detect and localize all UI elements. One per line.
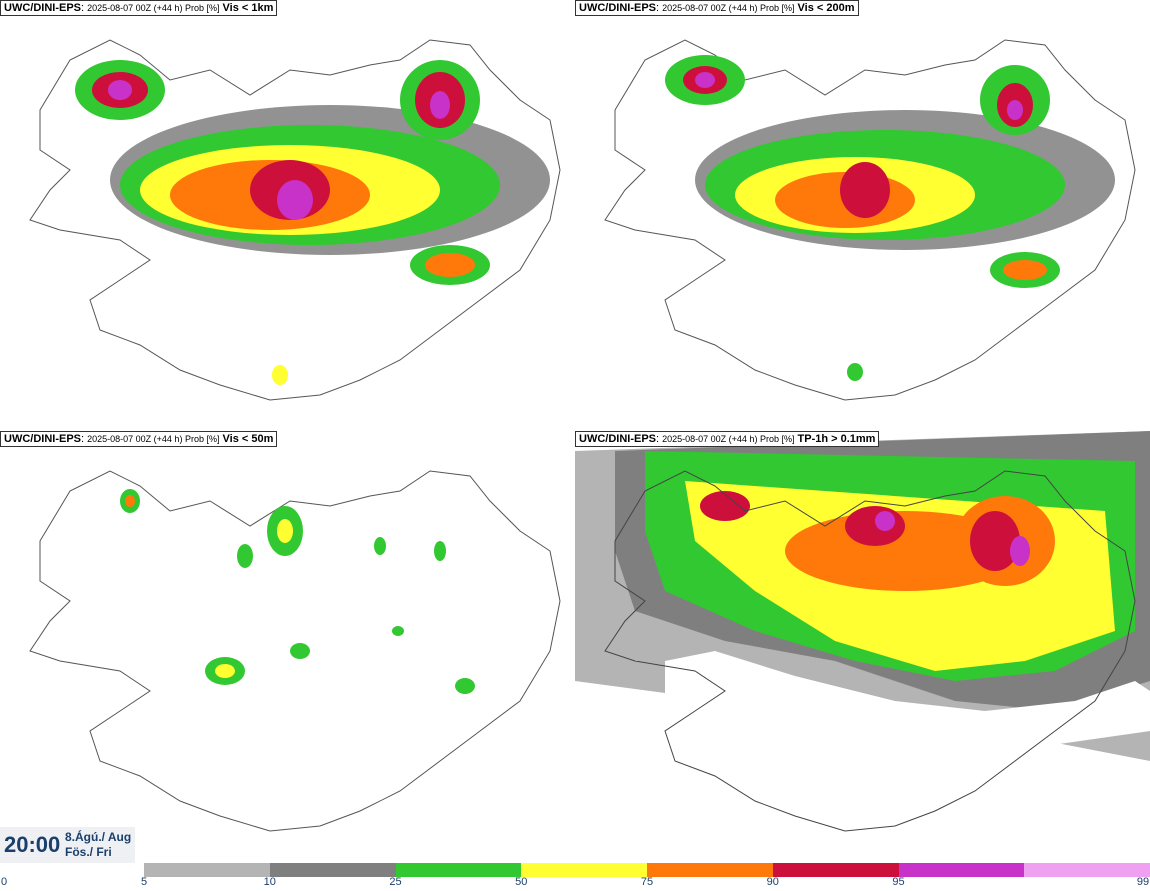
map-panel-vis-1km: UWC/DINI-EPS: 2025-08-07 00Z (+44 h) Pro…: [0, 0, 575, 431]
panel-title: UWC/DINI-EPS: 2025-08-07 00Z (+44 h) Pro…: [0, 431, 278, 447]
map-panel-vis-50m: UWC/DINI-EPS: 2025-08-07 00Z (+44 h) Pro…: [0, 431, 575, 862]
colorbar-tick-label: 10: [263, 876, 276, 888]
map-panel-tp-1h: UWC/DINI-EPS: 2025-08-07 00Z (+44 h) Pro…: [575, 431, 1150, 862]
colorbar-tick-label: 90: [766, 876, 779, 888]
colorbar-tick-label: 50: [515, 876, 528, 888]
colorbar-segment: [898, 863, 1025, 877]
colorbar-tick-label: 0: [0, 876, 8, 888]
colorbar-tick-label: 5: [140, 876, 148, 888]
colorbar-tick-label: 75: [640, 876, 654, 888]
probability-colorbar: [144, 863, 1150, 877]
valid-date: 8.Ágú./ Aug Fös./ Fri: [65, 830, 132, 859]
probability-field: [120, 489, 475, 694]
valid-time-box: 20:00 8.Ágú./ Aug Fös./ Fri: [0, 827, 135, 863]
colorbar-tick-label: 95: [892, 876, 905, 888]
iceland-map: [29, 470, 561, 832]
colorbar-tick-label: 99: [1136, 876, 1150, 888]
iceland-map: [29, 39, 561, 401]
colorbar-tick-label: 25: [389, 876, 402, 888]
colorbar-ticks: 0 5 10 25 50 75 90 95 99: [0, 876, 1150, 891]
probability-field: [75, 60, 550, 385]
colorbar-segment: [772, 863, 899, 877]
map-panel-vis-200m: UWC/DINI-EPS: 2025-08-07 00Z (+44 h) Pro…: [575, 0, 1150, 431]
panel-title: UWC/DINI-EPS: 2025-08-07 00Z (+44 h) Pro…: [575, 0, 859, 16]
iceland-map: [604, 39, 1136, 401]
panel-title: UWC/DINI-EPS: 2025-08-07 00Z (+44 h) Pro…: [575, 431, 880, 447]
colorbar-segment: [269, 863, 396, 877]
valid-time: 20:00: [4, 832, 61, 857]
probability-field: [665, 55, 1115, 381]
colorbar-segment: [647, 863, 773, 877]
colorbar-segment: [395, 863, 522, 877]
panel-title: UWC/DINI-EPS: 2025-08-07 00Z (+44 h) Pro…: [0, 0, 278, 16]
colorbar-segment: [1024, 863, 1150, 877]
colorbar-segment: [144, 863, 270, 877]
colorbar-segment: [521, 863, 647, 877]
precip-map: [575, 431, 1150, 862]
